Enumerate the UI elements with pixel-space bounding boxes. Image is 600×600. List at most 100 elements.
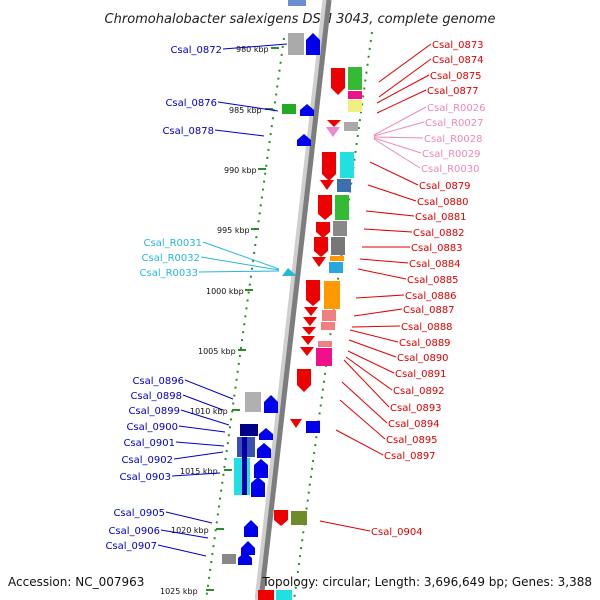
gene-feature (318, 341, 332, 347)
gene-feature (335, 195, 349, 220)
gene-label: Csal_0884 (409, 259, 461, 270)
gene-arrow (297, 369, 311, 392)
gene-label: Csal_0882 (413, 228, 465, 239)
gene-arrow (318, 195, 332, 220)
left-gene-labels: Csal_0872 Csal_0876 Csal_0878 Csal_R0031… (105, 45, 222, 552)
gene-arrow (297, 134, 311, 146)
gene-label: Csal_0905 (113, 508, 165, 519)
scale-label: 1000 kbp (206, 287, 244, 296)
gene-arrow (300, 347, 314, 356)
gene-label: Csal_0878 (162, 126, 214, 137)
scale-label: 1005 kbp (198, 347, 236, 356)
gene-label: Csal_R0030 (421, 164, 480, 175)
gene-label: Csal_R0027 (425, 118, 484, 129)
right-strand-features (258, 67, 362, 600)
gene-arrow (326, 127, 340, 137)
gene-arrow (314, 237, 328, 257)
gene-label: Csal_R0031 (144, 238, 203, 249)
gene-feature (240, 424, 258, 436)
gene-feature (337, 179, 351, 192)
gene-label: Csal_0897 (384, 451, 436, 462)
gene-arrow (331, 68, 345, 95)
gene-arrow (259, 428, 273, 440)
gene-feature (276, 590, 292, 600)
gene-arrow (290, 419, 302, 428)
gene-label: Csal_0872 (170, 45, 222, 56)
scale-label: 980 kbp (236, 45, 269, 54)
left-tick-track (205, 37, 285, 600)
gene-label: Csal_R0032 (142, 253, 201, 264)
scale-label: 985 kbp (229, 106, 262, 115)
gene-label: Csal_R0029 (422, 149, 481, 160)
gene-label: Csal_0877 (427, 86, 479, 97)
gene-arrow (322, 152, 336, 181)
gene-label: Csal_0894 (388, 419, 440, 430)
gene-arrow (300, 104, 314, 116)
gene-feature (321, 322, 335, 330)
gene-label: Csal_0893 (390, 403, 442, 414)
gene-feature (245, 392, 261, 412)
scale-label: 995 kbp (217, 226, 250, 235)
gene-feature (344, 122, 358, 131)
gene-feature (348, 100, 362, 112)
gene-arrow (274, 510, 288, 526)
scale-label: 1025 kbp (160, 587, 198, 596)
gene-label: Csal_0885 (407, 275, 459, 286)
gene-label: Csal_0891 (395, 369, 447, 380)
gene-feature (288, 0, 306, 6)
gene-arrow (238, 552, 252, 565)
backbone (254, 0, 332, 600)
gene-arrow (320, 180, 334, 190)
gene-label: Csal_0880 (417, 197, 469, 208)
gene-label: Csal_0887 (403, 305, 455, 316)
gene-label: Csal_0899 (128, 406, 180, 417)
forward-strand-features (282, 0, 320, 276)
right-gene-labels: Csal_0873 Csal_0874 Csal_0875 Csal_0877 … (371, 40, 486, 538)
gene-label: Csal_0892 (393, 386, 445, 397)
gene-label: Csal_0883 (411, 243, 463, 254)
gene-label: Csal_0898 (130, 391, 182, 402)
reverse-strand-features (222, 392, 278, 565)
gene-label: Csal_0902 (121, 455, 173, 466)
gene-label: Csal_0896 (132, 376, 184, 387)
scale-label: 1010 kbp (190, 407, 228, 416)
gene-feature (242, 437, 247, 495)
gene-arrow (327, 120, 341, 127)
gene-label: Csal_0881 (415, 212, 467, 223)
gene-arrow (316, 222, 330, 238)
scale-ruler: 980 kbp 985 kbp 990 kbp 995 kbp 1000 kbp… (160, 45, 279, 596)
right-leader-lines (319, 43, 432, 532)
gene-arrow (312, 257, 326, 267)
gene-label: Csal_0901 (123, 438, 175, 449)
gene-arrow (251, 477, 265, 497)
scale-label: 990 kbp (224, 166, 257, 175)
gene-label: Csal_0906 (108, 526, 160, 537)
gene-feature (282, 104, 296, 114)
gene-feature (340, 152, 354, 178)
gene-label: Csal_R0028 (424, 134, 483, 145)
gene-label: Csal_0886 (405, 291, 457, 302)
accession-label: Accession: NC_007963 (8, 575, 144, 589)
gene-arrow (304, 307, 318, 316)
gene-label: Csal_0904 (371, 527, 423, 538)
gene-arrow (306, 280, 320, 306)
gene-arrow (302, 327, 316, 335)
gene-feature (306, 421, 320, 433)
gene-label: Csal_0879 (419, 181, 471, 192)
gene-feature (348, 91, 362, 99)
gene-arrow (303, 317, 317, 326)
gene-label: Csal_0903 (119, 472, 171, 483)
gene-feature (333, 221, 347, 236)
gene-label: Csal_0888 (401, 322, 453, 333)
left-leader-lines (157, 43, 288, 557)
gene-arrow (254, 459, 268, 478)
gene-arrow (264, 395, 278, 413)
gene-feature (322, 310, 336, 321)
gene-arrow (257, 443, 271, 458)
gene-feature (330, 256, 344, 261)
gene-feature (316, 348, 332, 366)
gene-label: Csal_0873 (432, 40, 484, 51)
gene-label: Csal_0889 (399, 338, 451, 349)
gene-feature (331, 237, 345, 255)
